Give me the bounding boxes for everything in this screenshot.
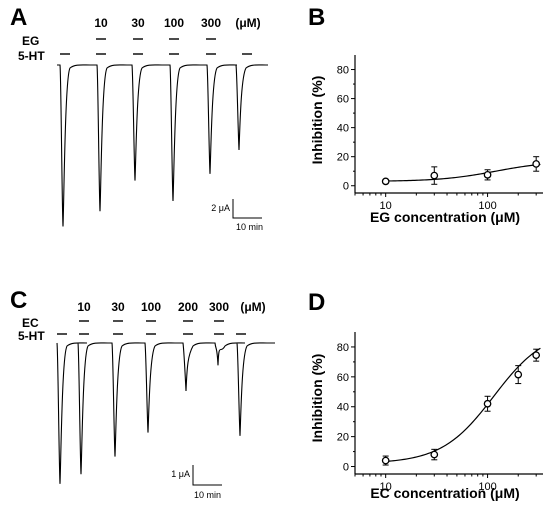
unit-label-c: (μM) (240, 300, 265, 314)
agonist-label-c: 5-HT (18, 329, 45, 343)
chart-panel-d: D Inhibition (%) EC concentration (μM) 0… (308, 289, 543, 501)
data-point (381, 177, 390, 186)
unit-label-a: (μM) (235, 16, 260, 30)
panel-c: C 10 30 100 200 300 (μM) EC 5-HT 1 μA (10, 287, 275, 500)
y-tick-label: 40 (337, 402, 349, 414)
scale-time-a: 10 min (236, 222, 263, 232)
x-tick-label: 100 (478, 481, 496, 493)
x-tick-label: 100 (478, 200, 496, 212)
y-tick-label: 20 (337, 432, 349, 444)
conc-label-c-3: 100 (141, 300, 161, 314)
scale-bar-a-lines (232, 199, 262, 219)
panel-letter-c: C (10, 287, 27, 314)
conc-label-c-1: 10 (77, 300, 91, 314)
scale-bar-a: 2 μA 10 min (211, 199, 263, 232)
panel-a: A 10 30 100 300 (μM) EG 5-HT 2 μA 10 min (10, 4, 268, 232)
y-tick-label: 80 (337, 65, 349, 77)
conc-label-c-4: 200 (178, 300, 198, 314)
conc-label-a-4: 300 (201, 16, 221, 30)
conc-label-a-2: 30 (131, 16, 145, 30)
conc-label-a-3: 100 (164, 16, 184, 30)
data-point (483, 399, 492, 408)
scale-current-c: 1 μA (171, 469, 190, 479)
data-point (381, 456, 390, 465)
x-axis-title-d: EC concentration (μM) (370, 485, 519, 501)
data-point (514, 370, 523, 379)
y-tick-label: 40 (337, 123, 349, 135)
drug-label-a: EG (22, 34, 39, 48)
scale-bar-c-lines (192, 465, 222, 486)
x-axis-title-b: EG concentration (μM) (370, 209, 520, 225)
data-point (483, 170, 492, 179)
y-axis-title-b: Inhibition (%) (309, 76, 325, 165)
y-tick-label: 0 (343, 462, 349, 474)
drug-label-c: EC (22, 316, 39, 330)
data-point (532, 160, 541, 168)
data-point (430, 171, 439, 180)
scale-current-a: 2 μA (211, 203, 230, 213)
fit-curve (385, 163, 541, 182)
panel-letter-a: A (10, 4, 27, 31)
x-tick-label: 10 (380, 481, 392, 493)
y-tick-label: 60 (337, 94, 349, 106)
y-axis-title-d: Inhibition (%) (309, 354, 325, 443)
data-point (532, 351, 541, 360)
x-tick-label: 10 (380, 200, 392, 212)
data-point (430, 450, 439, 459)
conc-label-a-1: 10 (94, 16, 108, 30)
y-tick-label: 80 (337, 342, 349, 354)
y-tick-label: 20 (337, 152, 349, 164)
y-tick-label: 0 (343, 181, 349, 193)
fit-curve (385, 347, 541, 463)
scale-bar-c: 1 μA 10 min (171, 465, 222, 500)
conc-label-c-5: 300 (209, 300, 229, 314)
y-tick-label: 60 (337, 372, 349, 384)
current-trace-a (57, 64, 268, 227)
current-trace-c (56, 342, 275, 484)
panel-letter-d: D (308, 289, 325, 316)
panel-letter-b: B (308, 4, 325, 31)
chart-panel-b: B Inhibition (%) EG concentration (μM) 0… (308, 4, 543, 225)
conc-label-c-2: 30 (111, 300, 125, 314)
scale-time-c: 10 min (194, 490, 221, 500)
agonist-label-a: 5-HT (18, 49, 45, 63)
